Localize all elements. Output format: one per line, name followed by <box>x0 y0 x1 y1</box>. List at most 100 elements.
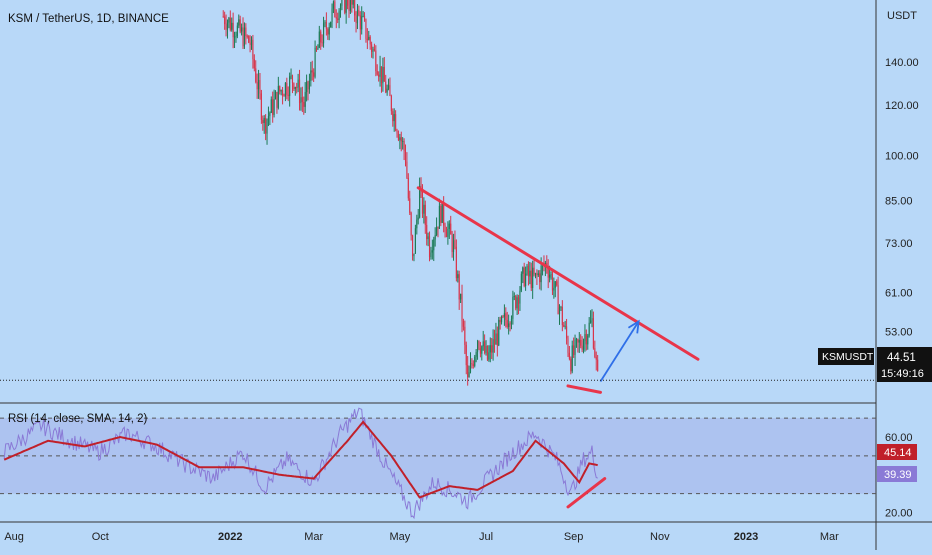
candle-body <box>499 319 501 323</box>
candle-body <box>573 345 575 355</box>
candle-body <box>306 81 308 93</box>
descending-trendline[interactable] <box>416 186 700 361</box>
candle-body <box>426 224 428 240</box>
candle-body <box>469 363 472 373</box>
candle-body <box>314 47 316 77</box>
candle-body <box>563 325 565 327</box>
candle-body <box>369 36 371 45</box>
candle-body <box>420 185 422 188</box>
candle-body <box>270 99 272 113</box>
candle-body <box>530 270 532 288</box>
candle-body <box>338 10 340 20</box>
rsi-levels <box>0 417 876 495</box>
candle-body <box>549 274 551 278</box>
candle-body <box>468 372 470 378</box>
candle-body <box>387 85 390 89</box>
candle-body <box>516 297 518 309</box>
candle-body <box>509 323 511 325</box>
symbol-tag-label: KSMUSDT <box>822 351 874 363</box>
candle-body <box>424 204 426 225</box>
candle-body <box>512 296 514 319</box>
candle-body <box>395 114 397 131</box>
candle-body <box>385 81 387 93</box>
candle-body <box>347 0 349 6</box>
candle-body <box>382 66 384 84</box>
time-axis[interactable]: Aug Oct 2022 Mar May Jul Sep Nov 2023 Mar <box>4 531 839 543</box>
last-price-countdown: 15:49:16 <box>881 368 924 380</box>
candle-body <box>454 240 456 247</box>
chart-title: KSM / TetherUS, 1D, BINANCE <box>8 13 169 25</box>
candle-body <box>510 318 513 325</box>
candle-body <box>484 341 486 353</box>
candle-body <box>588 322 590 336</box>
candle-body <box>443 202 445 226</box>
candle-body <box>561 306 563 326</box>
candle-body <box>447 228 449 237</box>
candle-body <box>228 17 230 23</box>
candle-body <box>462 321 464 327</box>
candle-body <box>257 80 260 90</box>
candle-body <box>396 130 398 135</box>
drawings[interactable] <box>416 186 700 509</box>
candle-body <box>495 333 497 345</box>
candle-body <box>508 323 510 327</box>
last-price-value: 44.51 <box>887 352 916 364</box>
candle-body <box>404 151 407 162</box>
rsi-divergence-line[interactable] <box>566 477 607 509</box>
support-line[interactable] <box>566 384 602 394</box>
candle-body <box>409 198 411 213</box>
candle-body <box>239 19 241 32</box>
candle-body <box>269 112 271 117</box>
candle-body <box>310 70 312 81</box>
rsi-axis[interactable]: 60.00 20.00 <box>885 432 913 520</box>
candle-body <box>259 80 261 94</box>
candle-body <box>452 240 455 253</box>
candle-body <box>300 97 302 104</box>
candle-body <box>262 119 264 124</box>
candle-body <box>361 16 363 30</box>
candle-body <box>349 0 351 11</box>
candle-body <box>522 267 524 274</box>
candle-body <box>587 335 589 345</box>
candle-body <box>414 228 416 254</box>
candle-body <box>332 1 335 9</box>
candle-body <box>276 92 278 108</box>
candle-body <box>534 273 537 275</box>
candle-body <box>335 17 337 19</box>
candle-body <box>513 296 515 298</box>
candle-body <box>290 75 292 77</box>
candle-body <box>517 297 520 304</box>
candle-body <box>241 27 243 32</box>
candle-body <box>277 86 279 108</box>
candle-body <box>307 81 309 90</box>
candle-body <box>464 326 466 345</box>
candle-body <box>515 296 517 309</box>
candle-body <box>472 364 474 366</box>
candle-body <box>245 27 247 36</box>
candle-body <box>575 339 578 340</box>
candle-body <box>444 225 446 233</box>
candle-body <box>282 90 284 96</box>
candle-body <box>526 265 528 274</box>
price-tick-label: 85.00 <box>885 196 913 208</box>
candle-body <box>582 340 585 350</box>
candle-body <box>574 339 576 355</box>
candle-body <box>348 5 350 11</box>
candle-body <box>222 16 224 18</box>
candle-body <box>417 217 419 220</box>
candle-body <box>475 352 477 357</box>
candle-body <box>581 345 583 350</box>
candle-body <box>419 185 421 218</box>
candle-body <box>592 318 594 349</box>
candle-body <box>330 21 332 28</box>
candle-body <box>358 9 360 16</box>
candle-body <box>474 356 476 366</box>
candle-body <box>416 219 418 229</box>
candle-body <box>320 31 322 43</box>
time-tick-label: Oct <box>92 531 109 543</box>
projection-arrow[interactable] <box>599 320 640 382</box>
candle-body <box>595 356 597 360</box>
candle-body <box>478 341 480 349</box>
candle-body <box>457 274 459 279</box>
